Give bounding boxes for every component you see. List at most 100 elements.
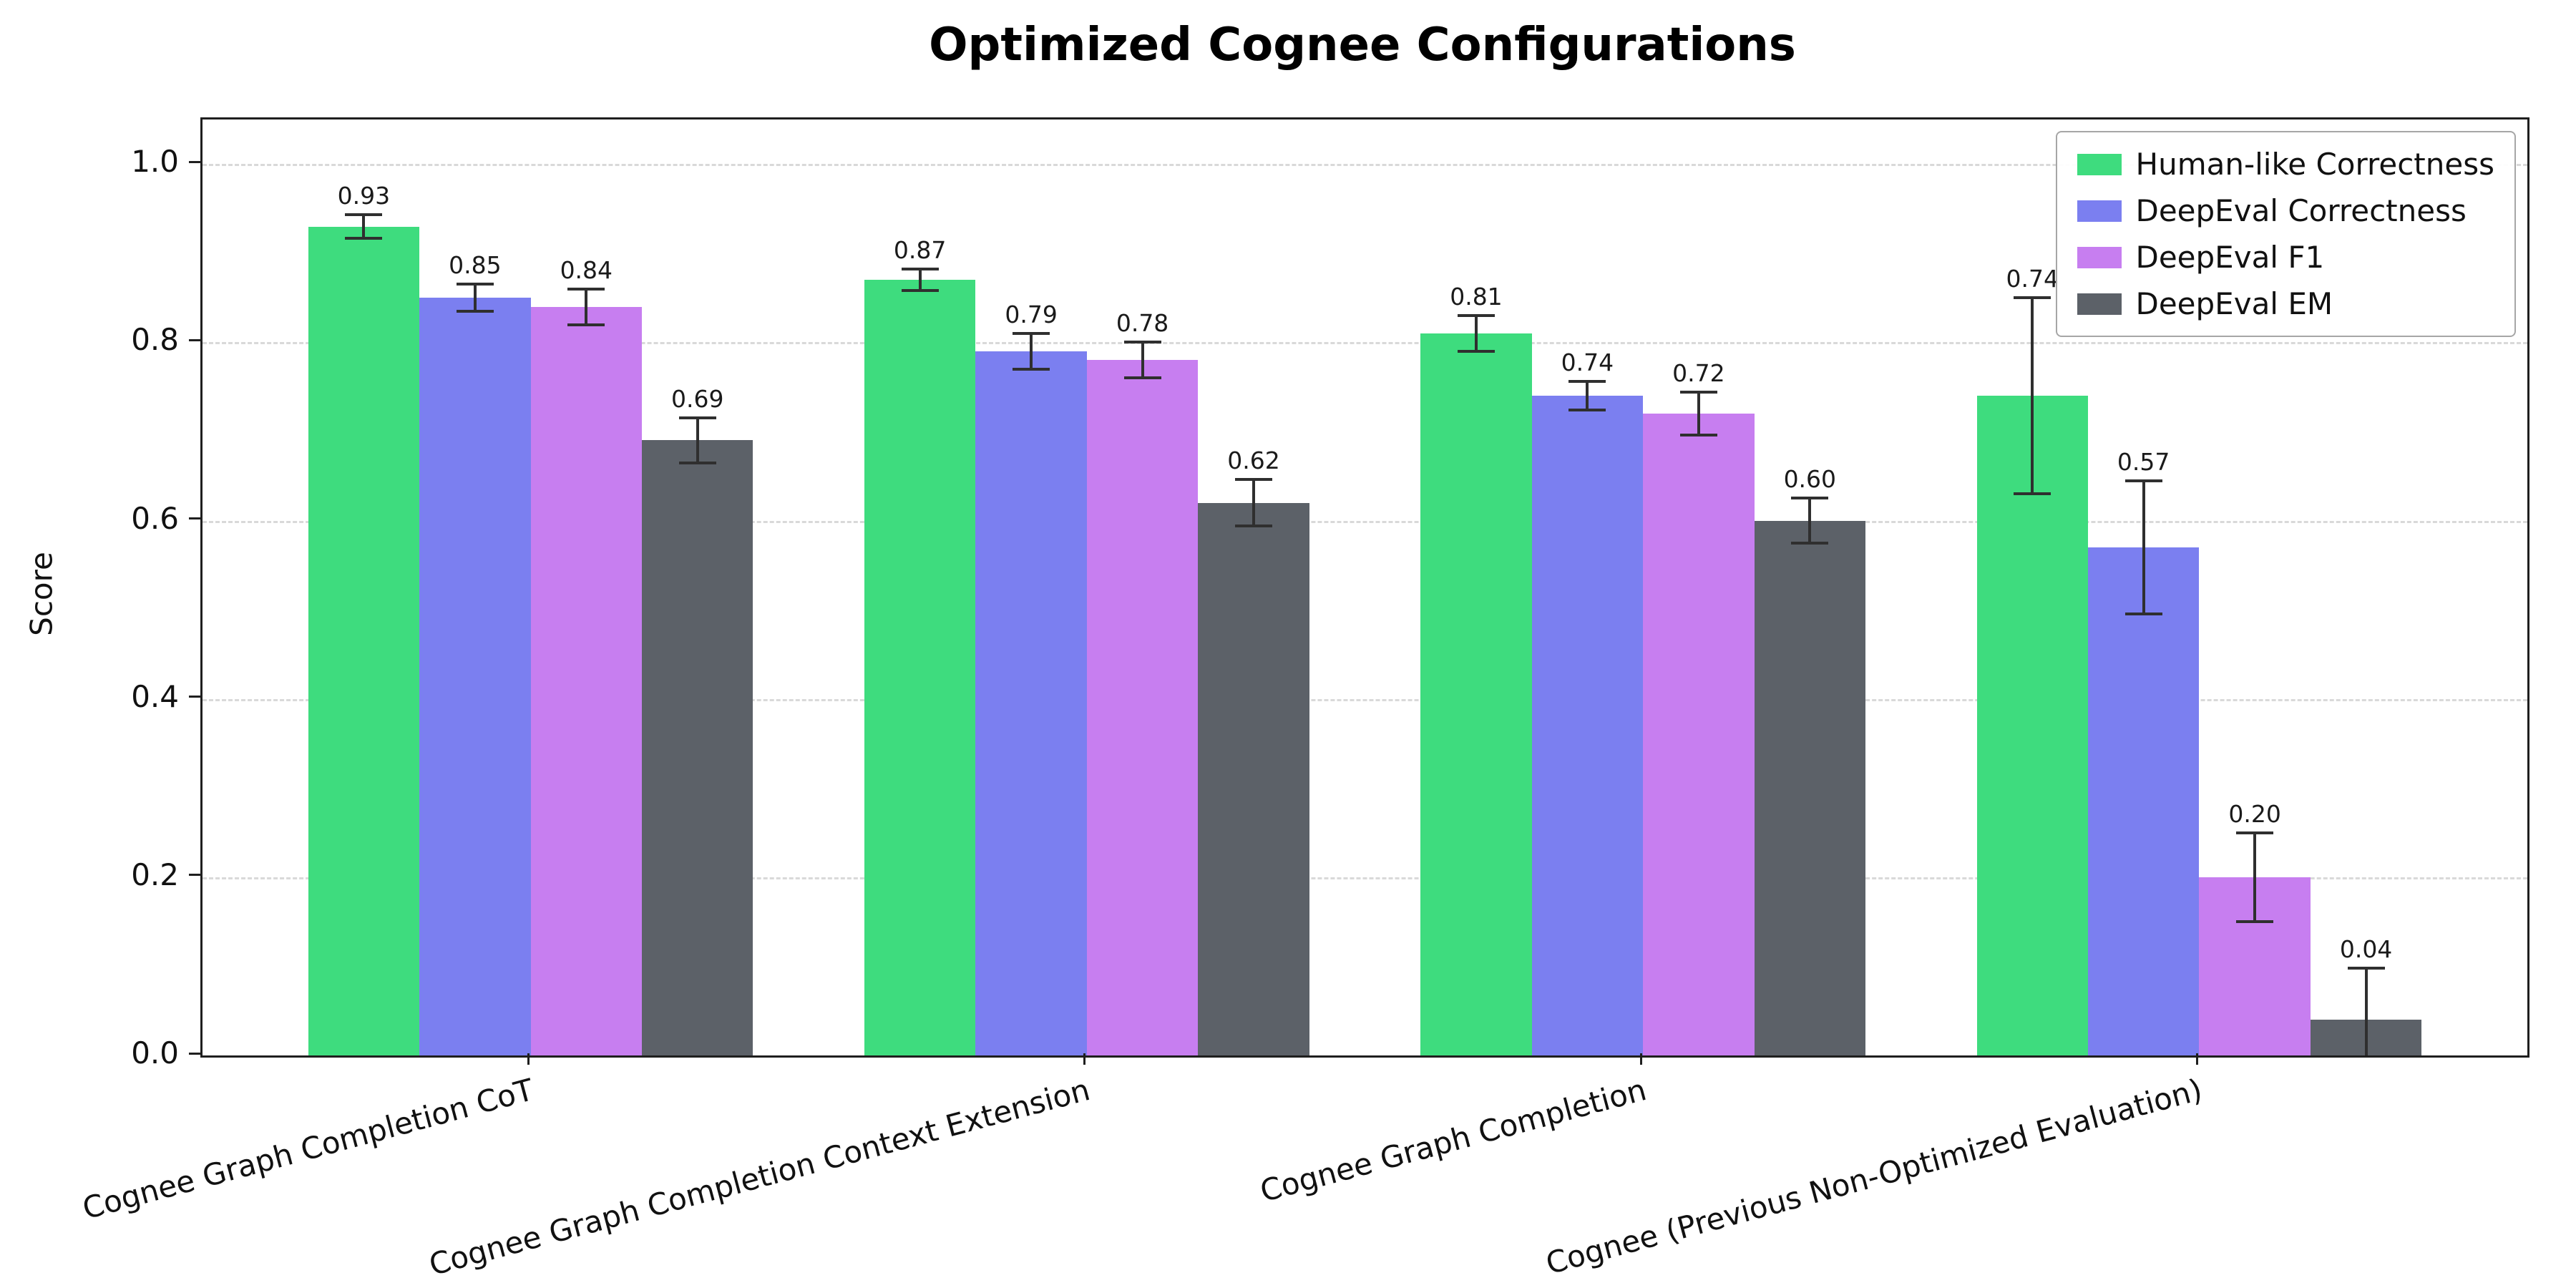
error-bar-cap: [1568, 409, 1606, 412]
error-bar-cap: [1457, 349, 1495, 353]
bar: [975, 351, 1087, 1055]
y-tick: [189, 517, 200, 520]
error-bar-cap: [1791, 497, 1829, 500]
bar: [1420, 333, 1532, 1055]
error-bar-cap: [1013, 331, 1050, 335]
error-bar-cap: [1679, 391, 1717, 394]
error-bar-cap: [678, 461, 716, 464]
error-bar-line: [696, 418, 699, 463]
error-bar-line: [1252, 479, 1256, 527]
error-bar-cap: [1568, 380, 1606, 384]
bar: [642, 440, 753, 1055]
bar: [1198, 502, 1309, 1055]
error-bar-cap: [1457, 314, 1495, 318]
gridline: [203, 698, 2527, 701]
gridline: [203, 342, 2527, 345]
error-bar-cap: [1123, 341, 1161, 344]
legend-item: DeepEval EM: [2077, 286, 2495, 321]
bar: [419, 298, 531, 1055]
gridline: [203, 520, 2527, 523]
bar: [2087, 547, 2200, 1055]
x-tick: [1083, 1053, 1086, 1065]
chart-title: Optimized Cognee Configurations: [929, 19, 1796, 72]
error-bar-cap: [1235, 525, 1273, 528]
bar: [1754, 520, 1866, 1055]
bar-value-label: 0.62: [1227, 447, 1280, 475]
error-bar-line: [585, 288, 588, 325]
error-bar-line: [918, 269, 922, 291]
y-tick-label: 0.6: [131, 500, 179, 536]
y-tick-label: 0.2: [131, 857, 179, 892]
error-bar-cap: [345, 236, 383, 240]
bar: [1531, 396, 1644, 1055]
error-bar-cap: [567, 287, 605, 291]
error-bar-cap: [1679, 433, 1717, 436]
error-bar-line: [362, 215, 366, 238]
y-tick: [189, 874, 200, 877]
error-bar-cap: [2124, 479, 2162, 482]
bar-value-label: 0.72: [1672, 359, 1725, 388]
legend-swatch: [2077, 246, 2122, 268]
legend-swatch: [2077, 153, 2122, 175]
gridline: [203, 877, 2527, 879]
bar: [864, 280, 976, 1055]
error-bar-cap: [2014, 492, 2051, 496]
bar-value-label: 0.57: [2117, 447, 2170, 476]
legend-item: DeepEval F1: [2077, 240, 2495, 275]
legend-item: DeepEval Correctness: [2077, 193, 2495, 228]
bar-value-label: 0.20: [2228, 799, 2281, 828]
y-tick: [189, 696, 200, 698]
legend-swatch: [2077, 293, 2122, 315]
legend-label: Human-like Correctness: [2135, 147, 2495, 182]
bar-value-label: 0.85: [449, 251, 502, 280]
bar: [308, 226, 420, 1055]
bar-value-label: 0.74: [2006, 265, 2059, 293]
error-bar-line: [1697, 392, 1700, 435]
bar-value-label: 0.04: [2339, 935, 2393, 963]
legend-label: DeepEval F1: [2135, 240, 2325, 275]
y-tick-label: 1.0: [131, 144, 179, 180]
error-bar-cap: [678, 416, 716, 420]
error-bar-cap: [567, 323, 605, 326]
bar-value-label: 0.81: [1450, 283, 1503, 311]
bar: [1086, 360, 1199, 1055]
legend-item: Human-like Correctness: [2077, 147, 2495, 182]
y-tick: [189, 1052, 200, 1055]
error-bar-cap: [2236, 920, 2274, 924]
y-tick-label: 0.8: [131, 322, 179, 358]
legend-swatch: [2077, 200, 2122, 222]
y-axis-label: Score: [24, 552, 59, 636]
error-bar-line: [2364, 967, 2368, 1055]
error-bar-line: [473, 284, 477, 311]
y-tick: [189, 160, 200, 163]
error-bar-cap: [345, 213, 383, 217]
bar-value-label: 0.87: [893, 236, 947, 265]
error-bar-cap: [1791, 541, 1829, 545]
bar-value-label: 0.93: [337, 182, 391, 210]
y-tick: [189, 338, 200, 341]
bar-value-label: 0.74: [1561, 348, 1614, 377]
x-tick: [2195, 1053, 2198, 1065]
error-bar-cap: [901, 268, 939, 271]
y-tick-label: 0.0: [131, 1035, 179, 1070]
legend: Human-like Correctness DeepEval Correctne…: [2055, 131, 2516, 337]
bar-value-label: 0.84: [560, 255, 613, 284]
error-bar-line: [1141, 342, 1144, 379]
gridline: [203, 164, 2527, 167]
error-bar-cap: [2124, 613, 2162, 616]
bar-value-label: 0.69: [671, 385, 724, 414]
error-bar-cap: [2014, 296, 2051, 300]
error-bar-line: [2031, 298, 2034, 494]
error-bar-line: [1030, 333, 1033, 369]
legend-label: DeepEval Correctness: [2135, 193, 2467, 228]
legend-label: DeepEval EM: [2135, 286, 2333, 321]
error-bar-cap: [1123, 376, 1161, 380]
error-bar-line: [2142, 480, 2145, 615]
x-tick: [527, 1053, 530, 1065]
error-bar-cap: [1013, 367, 1050, 371]
x-tick: [1639, 1053, 1642, 1065]
x-tick-label: Cognee Graph Completion: [1257, 1072, 1650, 1209]
error-bar-line: [1586, 381, 1589, 411]
error-bar-cap: [456, 283, 494, 286]
